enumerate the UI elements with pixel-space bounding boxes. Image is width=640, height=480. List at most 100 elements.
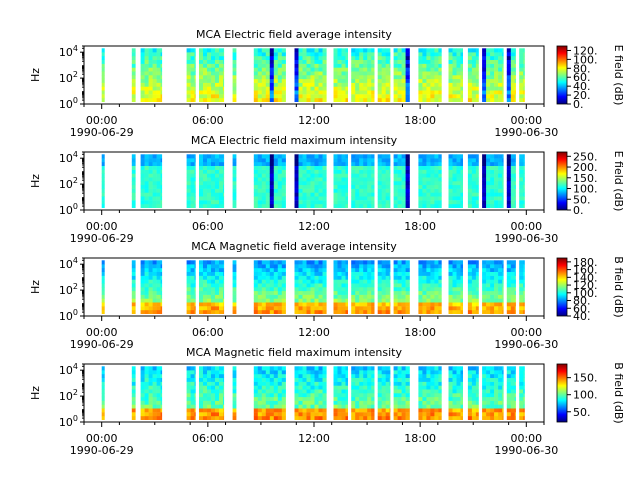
heatmap-cell: [302, 97, 307, 102]
heatmap-cell: [467, 385, 473, 390]
heatmap-cell: [223, 306, 225, 311]
heatmap-cell: [426, 370, 431, 375]
heatmap-cell: [377, 385, 382, 390]
heatmap-cell: [363, 90, 368, 95]
heatmap-cell: [310, 181, 315, 186]
heatmap-cell: [203, 264, 208, 269]
heatmap-cell: [322, 306, 327, 311]
heatmap-cell: [131, 389, 136, 394]
heatmap-cell: [430, 412, 435, 417]
heatmap-cell: [140, 161, 145, 166]
heatmap-cell: [523, 366, 525, 371]
heatmap-cell: [422, 275, 427, 280]
heatmap-cell: [101, 75, 105, 80]
heatmap-cell: [131, 264, 136, 269]
heatmap-cell: [502, 306, 504, 311]
heatmap-cell: [333, 290, 338, 295]
heatmap-cell: [341, 94, 346, 99]
heatmap-cell: [269, 86, 275, 91]
heatmap-cell: [393, 415, 398, 420]
heatmap-cell: [498, 309, 503, 314]
heatmap-cell: [359, 63, 364, 68]
heatmap-cell: [257, 75, 263, 80]
heatmap-cell: [322, 181, 327, 186]
heatmap-cell: [345, 63, 348, 68]
heatmap-cell: [519, 71, 524, 76]
heatmap-cell: [199, 267, 204, 272]
heatmap-cell: [367, 82, 372, 87]
heatmap-cell: [371, 279, 375, 284]
heatmap-cell: [506, 177, 512, 182]
panel-1: MCA Electric field average intensity1001…: [29, 28, 625, 139]
heatmap-cell: [514, 306, 516, 311]
heatmap-cell: [294, 86, 299, 91]
heatmap-cell: [385, 48, 390, 53]
heatmap-cell: [363, 302, 368, 307]
heatmap-cell: [318, 271, 323, 276]
heatmap-cell: [219, 373, 224, 378]
heatmap-cell: [322, 370, 327, 375]
heatmap-cell: [261, 275, 267, 280]
x-tick-label: 18:00: [404, 326, 436, 339]
heatmap-cell: [194, 287, 196, 292]
heatmap-cell: [405, 169, 410, 174]
heatmap-cell: [426, 260, 431, 265]
heatmap-cell: [207, 200, 212, 205]
heatmap-cell: [337, 173, 342, 178]
heatmap-cell: [310, 154, 315, 159]
heatmap-cell: [460, 366, 463, 371]
heatmap-cell: [351, 177, 356, 182]
heatmap-cell: [389, 78, 391, 83]
heatmap-cell: [156, 400, 161, 405]
heatmap-cell: [367, 154, 372, 159]
heatmap-cell: [401, 48, 406, 53]
heatmap-cell: [377, 82, 382, 87]
heatmap-cell: [223, 86, 225, 91]
heatmap-cell: [494, 94, 499, 99]
heatmap-cell: [253, 177, 259, 182]
heatmap-cell: [219, 78, 224, 83]
heatmap-cell: [211, 48, 216, 53]
heatmap-cell: [519, 90, 524, 95]
heatmap-cell: [393, 260, 398, 265]
heatmap-cell: [471, 373, 477, 378]
heatmap-cell: [232, 381, 237, 386]
heatmap-cell: [337, 377, 342, 382]
heatmap-cell: [351, 400, 356, 405]
heatmap-cell: [337, 97, 342, 102]
heatmap-cell: [294, 404, 299, 409]
heatmap-cell: [333, 412, 338, 417]
heatmap-cell: [486, 393, 491, 398]
heatmap-cell: [306, 177, 311, 182]
heatmap-cell: [253, 385, 259, 390]
heatmap-cell: [460, 196, 463, 201]
heatmap-cell: [405, 396, 410, 401]
heatmap-cell: [257, 82, 263, 87]
heatmap-cell: [341, 203, 346, 208]
heatmap-cell: [460, 192, 463, 197]
heatmap-cell: [401, 173, 406, 178]
heatmap-cell: [341, 188, 346, 193]
x-date-right: 1990-06-30: [494, 338, 558, 351]
heatmap-cell: [314, 283, 319, 288]
heatmap-cell: [322, 294, 327, 299]
heatmap-cell: [232, 275, 237, 280]
heatmap-cell: [519, 188, 524, 193]
heatmap-cell: [219, 55, 224, 60]
heatmap-cell: [498, 59, 503, 64]
heatmap-cell: [351, 385, 356, 390]
heatmap-cell: [257, 161, 263, 166]
heatmap-cell: [434, 90, 439, 95]
heatmap-cell: [232, 173, 237, 178]
heatmap-cell: [194, 86, 196, 91]
heatmap-cell: [140, 90, 145, 95]
heatmap-cell: [215, 309, 220, 314]
heatmap-cell: [207, 294, 212, 299]
heatmap-cell: [294, 165, 299, 170]
heatmap-cell: [253, 290, 259, 295]
heatmap-cell: [207, 260, 212, 265]
heatmap-cell: [506, 200, 512, 205]
heatmap-cell: [422, 188, 427, 193]
heatmap-cell: [371, 309, 375, 314]
heatmap-cell: [194, 169, 196, 174]
